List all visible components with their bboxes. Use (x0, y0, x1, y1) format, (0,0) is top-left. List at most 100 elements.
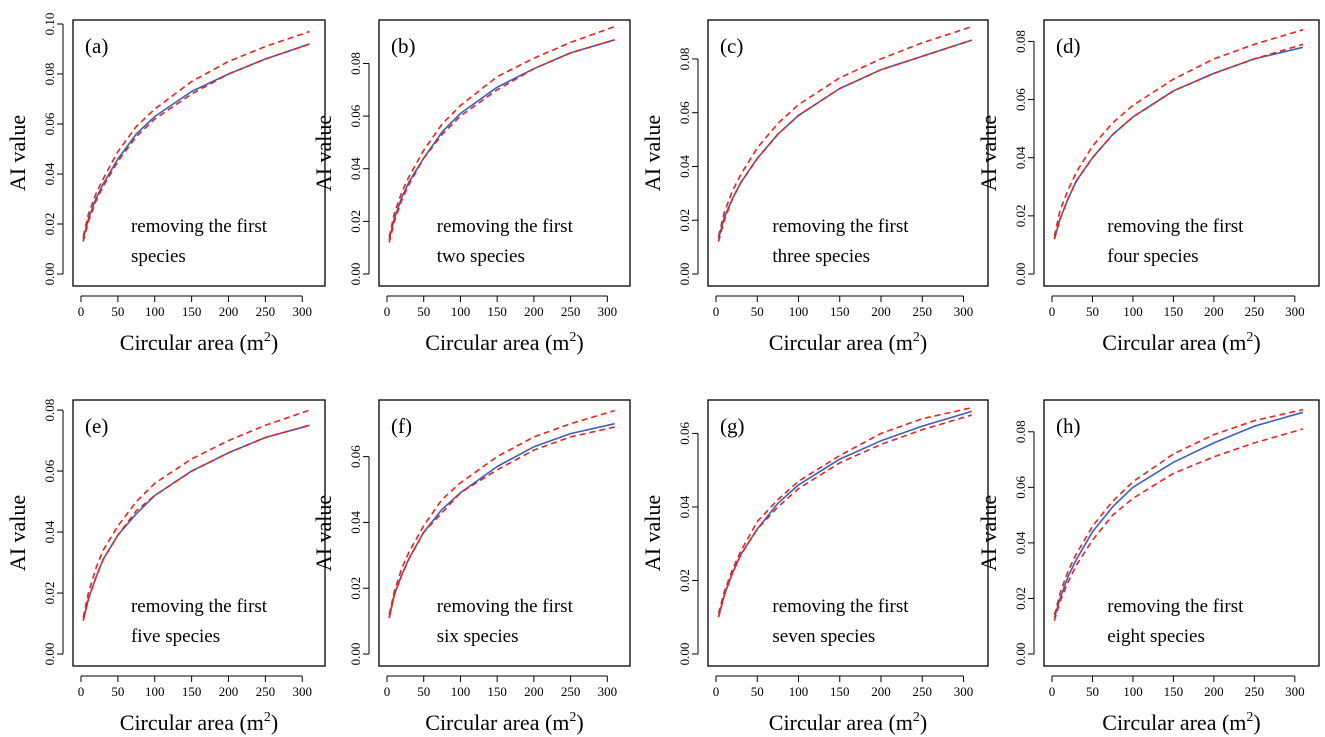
y-tick-label: 0.02 (348, 210, 363, 233)
y-tick-label: 0.04 (677, 155, 692, 178)
x-tick-label: 150 (182, 684, 202, 699)
panel-annotation-line: six species (437, 626, 519, 647)
chart-panel-4: 0 50 100 150 200 250 300 0.00 0.02 0.04 0.06 0.08 AI… (976, 19, 1320, 355)
y-tick-label: 0.02 (1013, 587, 1028, 610)
plot-frame (707, 399, 989, 667)
x-tick-label: 200 (524, 684, 544, 699)
x-axis-title-superscript: 2 (1246, 330, 1253, 345)
chart-panel-7: 0 50 100 150 200 250 300 0.00 0.02 0.04 0.06 AI val… (640, 399, 989, 735)
x-tick-label: 50 (751, 684, 764, 699)
chart-panel-6: 0 50 100 150 200 250 300 0.00 0.02 0.04 0.06 AI val… (311, 399, 631, 735)
confidence-bound-line (1053, 408, 1304, 616)
x-tick-label: 100 (789, 304, 809, 319)
y-tick-label: 0.06 (348, 445, 363, 468)
x-tick-label: 0 (78, 304, 85, 319)
x-tick-label: 250 (256, 684, 276, 699)
mean-line (82, 43, 310, 240)
y-tick-label: 0.08 (677, 48, 692, 71)
confidence-bound-line (82, 409, 310, 618)
confidence-bound-line (1053, 29, 1304, 237)
x-tick-label: 0 (78, 684, 85, 699)
y-tick-label: 0.08 (42, 399, 57, 422)
x-tick-label: 250 (1245, 684, 1265, 699)
plot-frame (378, 19, 631, 287)
x-axis-title-superscript: 2 (913, 710, 920, 725)
mean-line (388, 422, 615, 618)
x-tick-label: 50 (1086, 304, 1099, 319)
y-tick-label: 0.04 (1013, 531, 1028, 554)
confidence-bound-line (388, 409, 615, 615)
panel-annotation-line: removing the first (1107, 596, 1244, 617)
x-tick-label: 100 (145, 304, 165, 319)
x-tick-label: 250 (913, 304, 933, 319)
x-tick-label: 300 (954, 304, 974, 319)
y-axis-title: AI value (311, 495, 336, 571)
y-tick-label: 0.04 (42, 162, 57, 185)
x-axis-title-text: Circular area (m (1102, 710, 1246, 735)
panel-annotation-line: removing the first (131, 216, 268, 237)
y-tick-label: 0.06 (42, 459, 57, 482)
panel-label: (a) (85, 34, 108, 58)
y-tick-label: 0.04 (677, 495, 692, 518)
x-tick-label: 250 (561, 304, 581, 319)
y-axis-title: AI value (311, 115, 336, 191)
x-axis-title-superscript: 2 (264, 330, 271, 345)
x-tick-label: 300 (598, 684, 618, 699)
confidence-bound-line (717, 414, 973, 618)
y-tick-label: 0.02 (348, 577, 363, 600)
confidence-bound-line (82, 30, 310, 237)
panel-annotation-line: seven species (772, 626, 875, 647)
plot-frame (1043, 399, 1320, 667)
panel-label: (h) (1056, 414, 1081, 438)
x-tick-label: 150 (487, 684, 507, 699)
y-axis-title: AI value (5, 115, 30, 191)
confidence-bound-line (717, 406, 972, 614)
x-tick-label: 100 (1123, 684, 1143, 699)
y-tick-label: 0.04 (348, 511, 363, 534)
x-axis-title-superscript: 2 (264, 710, 271, 725)
panel-annotation-line: five species (131, 626, 220, 647)
x-tick-label: 200 (219, 684, 239, 699)
y-tick-label: 0.02 (677, 209, 692, 232)
x-tick-label: 50 (417, 304, 430, 319)
x-axis-title: Circular area (m2) (120, 710, 278, 735)
x-tick-label: 200 (1204, 684, 1224, 699)
y-tick-label: 0.04 (348, 157, 363, 180)
x-tick-label: 50 (1086, 684, 1099, 699)
panel-label: (b) (391, 34, 416, 58)
x-axis-title-close: ) (1253, 710, 1260, 735)
x-axis-title-close: ) (1253, 330, 1260, 355)
x-tick-label: 100 (145, 684, 165, 699)
mean-line (717, 410, 973, 618)
x-axis-title-text: Circular area (m (1102, 330, 1246, 355)
y-tick-label: 0.00 (1013, 643, 1028, 666)
x-tick-label: 250 (1245, 304, 1265, 319)
confidence-bound-line (1053, 428, 1304, 621)
y-tick-label: 0.00 (42, 263, 57, 286)
x-tick-label: 100 (789, 684, 809, 699)
confidence-bound-line (388, 25, 615, 238)
panel-annotation-line: removing the first (437, 216, 574, 237)
y-tick-label: 0.06 (348, 104, 363, 127)
panel-annotation-line: two species (437, 246, 525, 267)
x-tick-label: 0 (713, 304, 720, 319)
y-tick-label: 0.02 (1013, 204, 1028, 227)
x-axis-title-text: Circular area (m (425, 710, 569, 735)
x-axis-title-close: ) (576, 710, 583, 735)
x-axis-title-close: ) (271, 330, 278, 355)
x-axis-title: Circular area (m2) (425, 710, 583, 735)
x-tick-label: 300 (1285, 684, 1305, 699)
confidence-bound-line (82, 424, 310, 621)
mean-line (82, 424, 310, 621)
x-axis-title-close: ) (920, 330, 927, 355)
x-axis-title: Circular area (m2) (425, 330, 583, 355)
x-axis-title-text: Circular area (m (769, 330, 913, 355)
x-tick-label: 50 (417, 684, 430, 699)
panel-label: (g) (720, 414, 745, 438)
y-tick-label: 0.00 (677, 643, 692, 666)
y-axis-title: AI value (976, 495, 1001, 571)
panel-annotation-line: removing the first (131, 596, 268, 617)
x-tick-label: 100 (451, 684, 471, 699)
x-tick-label: 150 (487, 304, 507, 319)
